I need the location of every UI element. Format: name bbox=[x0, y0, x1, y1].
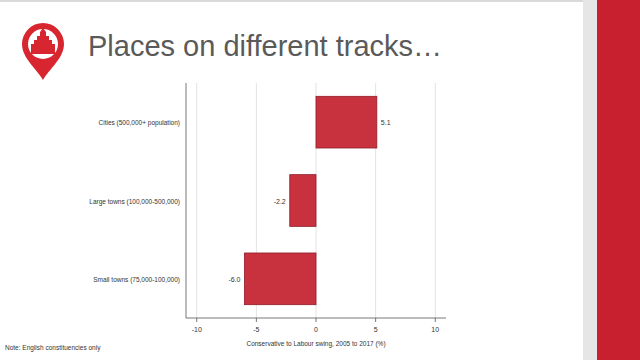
pin-icon bbox=[22, 23, 64, 80]
data-label: -2.2 bbox=[274, 198, 286, 205]
tick-label: -10 bbox=[192, 326, 202, 333]
tick bbox=[375, 318, 376, 322]
data-label: -6.0 bbox=[228, 276, 240, 283]
tick bbox=[435, 318, 436, 322]
tick bbox=[256, 318, 257, 322]
title: Places on different tracks… bbox=[88, 30, 442, 62]
bars bbox=[244, 96, 376, 304]
side-band bbox=[597, 0, 640, 360]
tick-label: 10 bbox=[431, 326, 439, 333]
tick bbox=[196, 318, 197, 322]
x-axis-label: Conservative to Labour swing, 2005 to 20… bbox=[246, 340, 385, 348]
bar bbox=[316, 96, 377, 148]
tick-label: -5 bbox=[253, 326, 259, 333]
category-label: Large towns (100,000-500,000) bbox=[89, 198, 180, 206]
pin-hole bbox=[28, 29, 58, 59]
labels: 5.1 Cities (500,000+ population) -2.2 Large… bbox=[89, 119, 390, 284]
slide-border bbox=[0, 0, 583, 2]
grid-line bbox=[196, 83, 197, 318]
grid-line bbox=[435, 83, 436, 318]
tick-label: 0 bbox=[314, 326, 318, 333]
slide-background bbox=[0, 0, 640, 360]
y-axis-line bbox=[186, 83, 187, 318]
tick-label: 5 bbox=[374, 326, 378, 333]
pin-skyline bbox=[31, 28, 55, 54]
category-label: Cities (500,000+ population) bbox=[99, 119, 181, 127]
note: Note: English constituencies only bbox=[5, 344, 101, 352]
bar bbox=[244, 253, 316, 305]
side-band-light bbox=[583, 0, 597, 360]
data-label: 5.1 bbox=[381, 119, 391, 126]
category-label: Small towns (75,000-100,000) bbox=[93, 276, 180, 284]
tick bbox=[316, 318, 317, 322]
bar bbox=[290, 175, 316, 227]
pin-shape bbox=[22, 23, 64, 80]
